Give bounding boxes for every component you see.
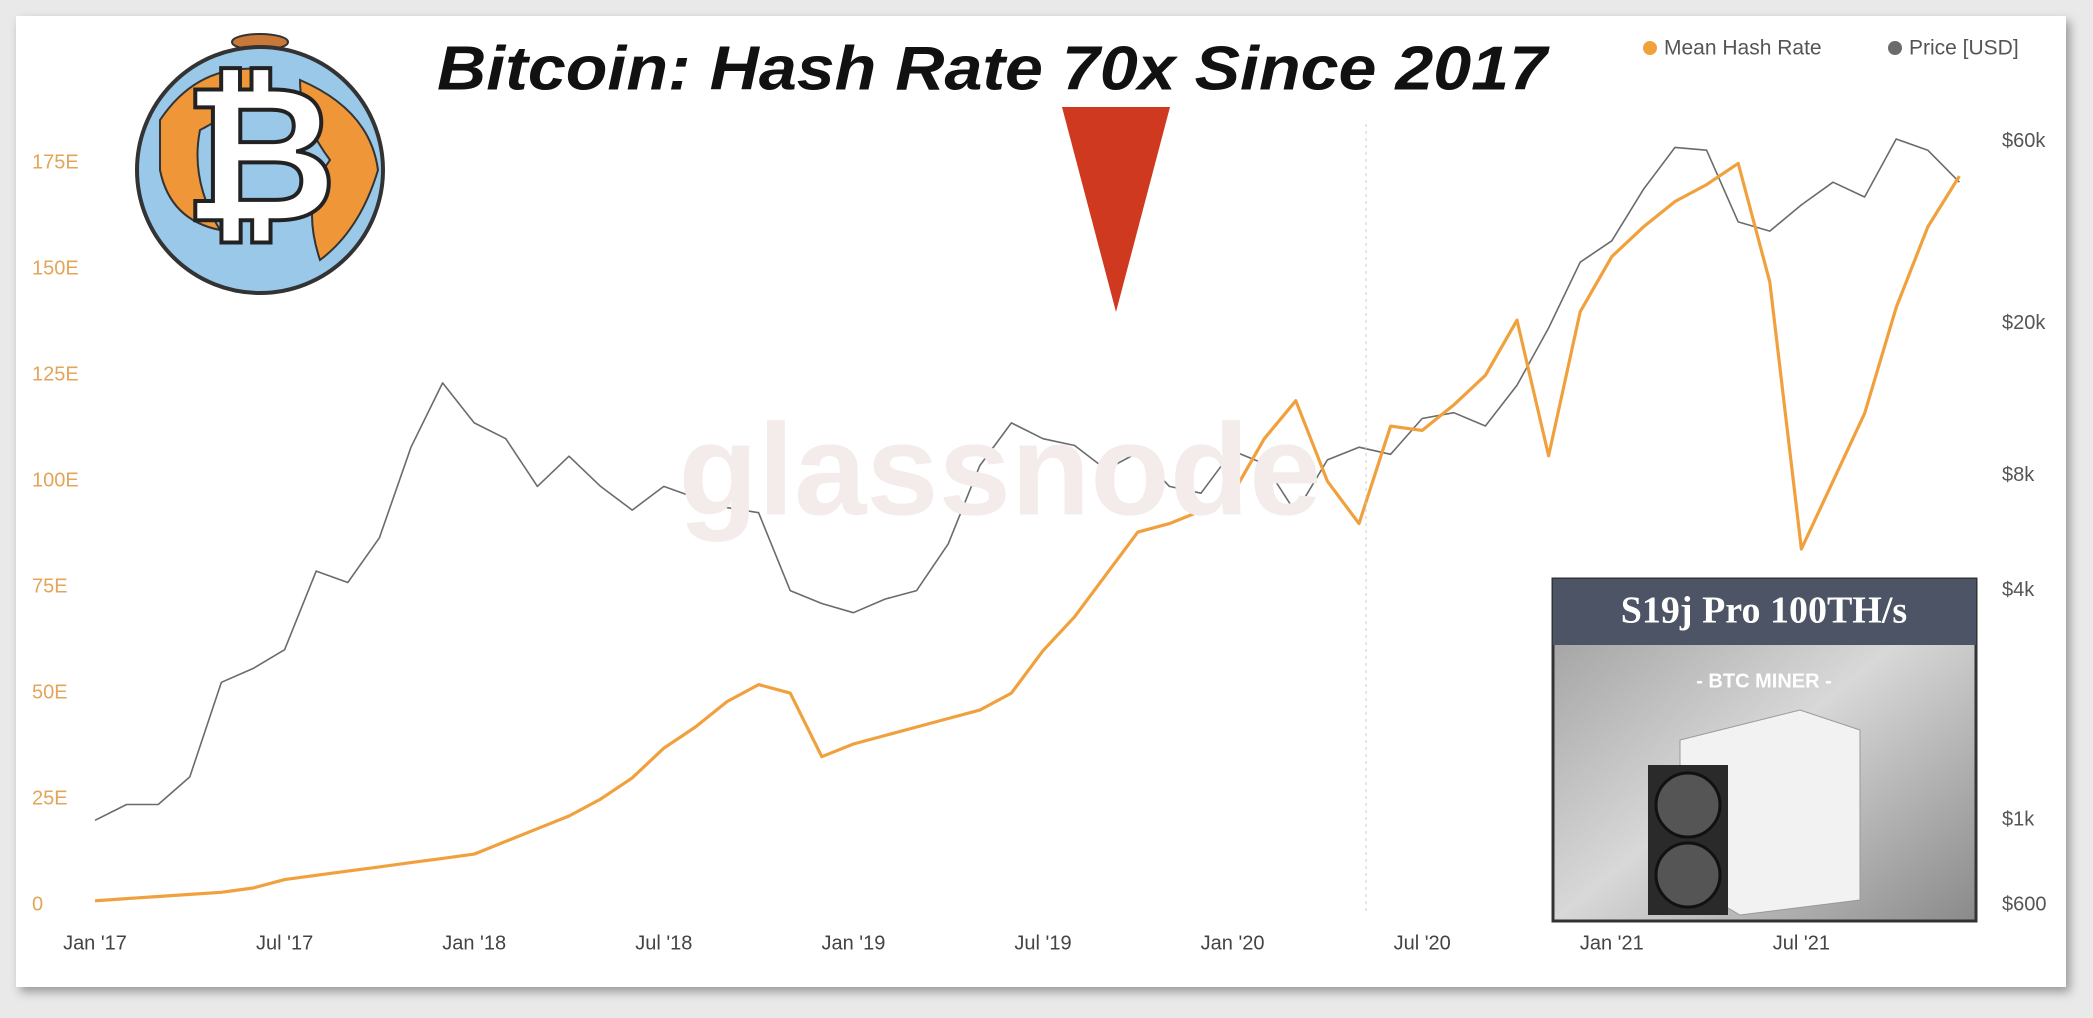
x-tick-label: Jan '19: [821, 932, 885, 954]
x-tick-label: Jul '21: [1773, 932, 1830, 954]
logo: ₿: [135, 33, 385, 295]
x-tick-label: Jan '20: [1201, 932, 1265, 954]
y2-tick-label: $60k: [2002, 130, 2046, 152]
watermark: glassnode: [679, 396, 1322, 542]
x-tick-label: Jul '17: [256, 932, 313, 954]
legend-marker: [1643, 41, 1657, 55]
x-tick-label: Jan '18: [442, 932, 506, 954]
legend-marker: [1888, 41, 1902, 55]
x-tick-label: Jan '21: [1580, 932, 1644, 954]
logo-symbol: ₿: [183, 49, 338, 261]
y-tick-label: 175E: [32, 152, 79, 174]
y2-tick-label: $8k: [2002, 464, 2035, 486]
y-tick-label: 150E: [32, 258, 79, 280]
y2-tick-label: $20k: [2002, 312, 2046, 334]
y-tick-label: 125E: [32, 364, 79, 386]
x-tick-label: Jul '19: [1014, 932, 1071, 954]
y-tick-label: 25E: [32, 787, 68, 809]
arrow: [1062, 107, 1170, 312]
y2-tick-label: $4k: [2002, 579, 2035, 601]
x-tick-label: Jan '17: [63, 932, 127, 954]
x-tick-label: Jul '18: [635, 932, 692, 954]
y-tick-label: 75E: [32, 575, 68, 597]
y-tick-label: 0: [32, 893, 43, 915]
x-tick-label: Jul '20: [1394, 932, 1451, 954]
y-tick-label: 50E: [32, 681, 68, 703]
y2-tick-label: $600: [2002, 893, 2047, 915]
legend-label: Mean Hash Rate: [1664, 37, 1822, 60]
plot: 0 25E 50E 75E 100E 125E 150E 175E $600 $1k $4k $8k $…: [32, 130, 2047, 954]
chart-title: Bitcoin: Hash Rate 70x Since 2017: [437, 34, 1550, 103]
inset-subtitle: - BTC MINER -: [1696, 670, 1832, 692]
y-tick-label: 100E: [32, 469, 79, 491]
inset: S19j Pro 100TH/s - BTC MINER -: [1551, 577, 1978, 923]
legend: Mean Hash Rate Price [USD]: [1643, 37, 2019, 60]
series-line: [94, 161, 1961, 903]
series-line: [94, 138, 1960, 822]
y2-tick-label: $1k: [2002, 809, 2035, 831]
legend-label: Price [USD]: [1909, 37, 2019, 60]
inset-title: S19j Pro 100TH/s: [1621, 590, 1907, 632]
